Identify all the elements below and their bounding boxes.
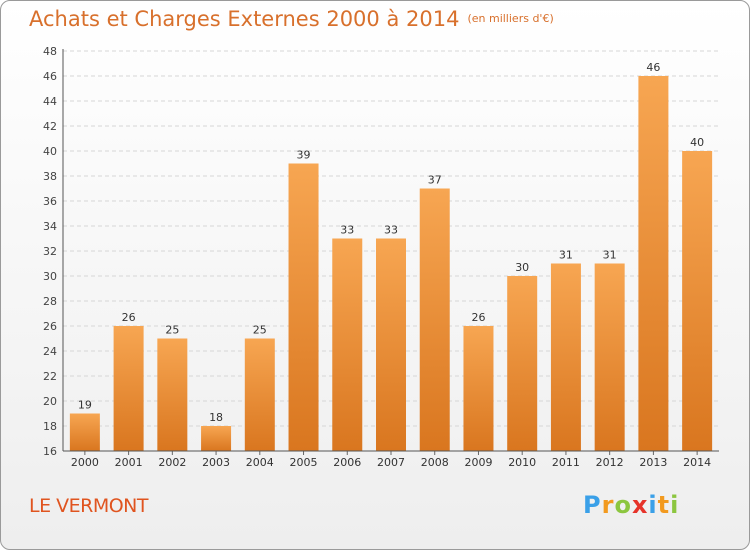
bar-2006 bbox=[332, 238, 363, 451]
y-tick-label: 42 bbox=[43, 120, 57, 133]
y-tick-label: 20 bbox=[43, 395, 57, 408]
data-label-2008: 37 bbox=[428, 174, 442, 187]
data-label-2001: 26 bbox=[122, 311, 136, 324]
x-tick-label-2005: 2005 bbox=[290, 456, 318, 469]
x-tick-label-2000: 2000 bbox=[71, 456, 99, 469]
chart-title: Achats et Charges Externes 2000 à 2014 (e… bbox=[29, 7, 554, 31]
y-tick-label: 36 bbox=[43, 195, 57, 208]
chart-title-text: Achats et Charges Externes 2000 à 2014 bbox=[29, 7, 460, 31]
chart-subtitle: (en milliers d'€) bbox=[467, 12, 554, 25]
x-tick-label-2003: 2003 bbox=[202, 456, 230, 469]
bar-2002 bbox=[157, 338, 188, 451]
commune-name: LE VERMONT bbox=[29, 495, 149, 517]
logo-letter: i bbox=[648, 491, 658, 519]
y-tick-label: 24 bbox=[43, 345, 57, 358]
logo-letter: P bbox=[583, 491, 602, 519]
x-tick-label-2010: 2010 bbox=[508, 456, 536, 469]
bar-2012 bbox=[594, 263, 625, 451]
logo-letter: o bbox=[614, 491, 632, 519]
bar-2013 bbox=[638, 76, 669, 451]
x-tick-label-2014: 2014 bbox=[683, 456, 711, 469]
bar-2004 bbox=[244, 338, 275, 451]
y-tick-label: 38 bbox=[43, 170, 57, 183]
bar-2008 bbox=[419, 188, 450, 451]
data-label-2014: 40 bbox=[690, 136, 704, 149]
data-label-2009: 26 bbox=[471, 311, 485, 324]
x-tick-label-2006: 2006 bbox=[333, 456, 361, 469]
data-label-2010: 30 bbox=[515, 261, 529, 274]
bar-2007 bbox=[376, 238, 406, 451]
y-tick-label: 28 bbox=[43, 295, 57, 308]
data-label-2013: 46 bbox=[646, 61, 660, 74]
logo-letter: x bbox=[631, 491, 649, 519]
y-tick-label: 44 bbox=[43, 95, 57, 108]
bar-2011 bbox=[550, 263, 581, 451]
axes bbox=[62, 49, 719, 452]
data-label-2004: 25 bbox=[253, 324, 267, 337]
y-tick-label: 26 bbox=[43, 320, 57, 333]
x-tick-label-2011: 2011 bbox=[552, 456, 580, 469]
bar-2000 bbox=[69, 413, 100, 451]
x-tick-label-2009: 2009 bbox=[464, 456, 492, 469]
y-tick-label: 30 bbox=[43, 270, 57, 283]
x-tick-label-2007: 2007 bbox=[377, 456, 405, 469]
y-tick-label: 18 bbox=[43, 420, 57, 433]
y-tick-label: 48 bbox=[43, 45, 57, 58]
data-label-2000: 19 bbox=[78, 399, 92, 412]
bars: 19 26 25 18 25 39 33 33 37 26 30 31 31 46 40 bbox=[69, 61, 713, 451]
y-tick-label: 34 bbox=[43, 220, 57, 233]
data-label-2005: 39 bbox=[297, 149, 311, 162]
bar-2005 bbox=[288, 163, 319, 451]
x-tick-label-2013: 2013 bbox=[639, 456, 667, 469]
bar-2001 bbox=[113, 326, 144, 451]
bar-2003 bbox=[201, 426, 232, 451]
y-tick-label: 22 bbox=[43, 370, 57, 383]
data-label-2007: 33 bbox=[384, 224, 398, 237]
y-tick-label: 32 bbox=[43, 245, 57, 258]
x-axis-tick-labels: 2000 2001 2002 2003 2004 2005 2006 2007 2008 2009… bbox=[71, 451, 711, 469]
logo-letter: t bbox=[657, 491, 671, 519]
y-tick-label: 40 bbox=[43, 145, 57, 158]
logo-letter: i bbox=[670, 491, 680, 519]
x-tick-label-2012: 2012 bbox=[596, 456, 624, 469]
y-axis-tick-labels: 16 18 20 22 24 26 28 30 32 34 36 38 40 42 44 46 48 bbox=[43, 45, 57, 458]
x-tick-label-2002: 2002 bbox=[158, 456, 186, 469]
bar-2009 bbox=[463, 326, 494, 451]
data-label-2002: 25 bbox=[165, 324, 179, 337]
data-label-2011: 31 bbox=[559, 249, 573, 262]
x-tick-label-2001: 2001 bbox=[115, 456, 143, 469]
logo-letter: r bbox=[601, 491, 615, 519]
y-tick-label: 16 bbox=[43, 445, 57, 458]
x-tick-label-2008: 2008 bbox=[421, 456, 449, 469]
data-label-2006: 33 bbox=[340, 224, 354, 237]
x-tick-label-2004: 2004 bbox=[246, 456, 274, 469]
y-tick-label: 46 bbox=[43, 70, 57, 83]
proxiti-logo: Proxiti bbox=[583, 491, 679, 519]
data-label-2003: 18 bbox=[209, 411, 223, 424]
bar-2010 bbox=[507, 276, 538, 451]
data-label-2012: 31 bbox=[603, 249, 617, 262]
bar-2014 bbox=[682, 151, 713, 451]
